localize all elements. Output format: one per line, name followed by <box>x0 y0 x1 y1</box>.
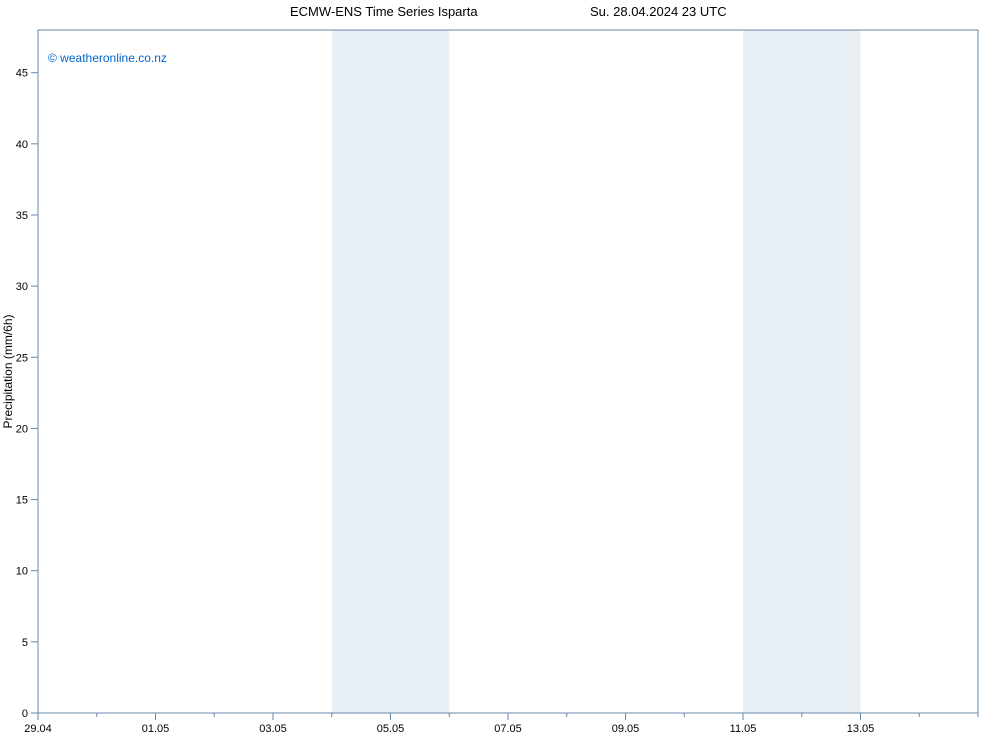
y-tick-label: 15 <box>16 495 28 507</box>
x-tick-label: 07.05 <box>494 723 522 733</box>
y-tick-label: 30 <box>16 281 28 293</box>
x-tick-label: 09.05 <box>612 723 640 733</box>
y-axis-label: Precipitation (mm/6h) <box>1 314 15 428</box>
y-tick-label: 5 <box>22 637 28 649</box>
y-tick-label: 10 <box>16 566 28 578</box>
weekend-band <box>332 30 450 713</box>
x-tick-label: 01.05 <box>142 723 170 733</box>
y-tick-label: 20 <box>16 423 28 435</box>
y-tick-label: 35 <box>16 210 28 222</box>
y-tick-label: 45 <box>16 68 28 80</box>
watermark: © weatheronline.co.nz <box>48 51 167 65</box>
y-tick-label: 25 <box>16 352 28 364</box>
precipitation-chart: 0 5 10 15 20 25 30 35 40 45 29.04 01.05 03.05 05.05 07… <box>0 0 1000 733</box>
chart-title-left: ECMW-ENS Time Series Isparta <box>290 4 478 19</box>
x-tick-label: 03.05 <box>259 723 287 733</box>
y-tick-label: 0 <box>22 708 28 720</box>
weekend-band <box>743 30 861 713</box>
x-tick-label: 29.04 <box>24 723 52 733</box>
x-tick-label: 13.05 <box>847 723 875 733</box>
x-tick-label: 05.05 <box>377 723 405 733</box>
chart-container: 0 5 10 15 20 25 30 35 40 45 29.04 01.05 03.05 05.05 07… <box>0 0 1000 733</box>
y-tick-label: 40 <box>16 139 28 151</box>
chart-title-right: Su. 28.04.2024 23 UTC <box>590 4 727 19</box>
x-tick-label: 11.05 <box>730 723 757 733</box>
